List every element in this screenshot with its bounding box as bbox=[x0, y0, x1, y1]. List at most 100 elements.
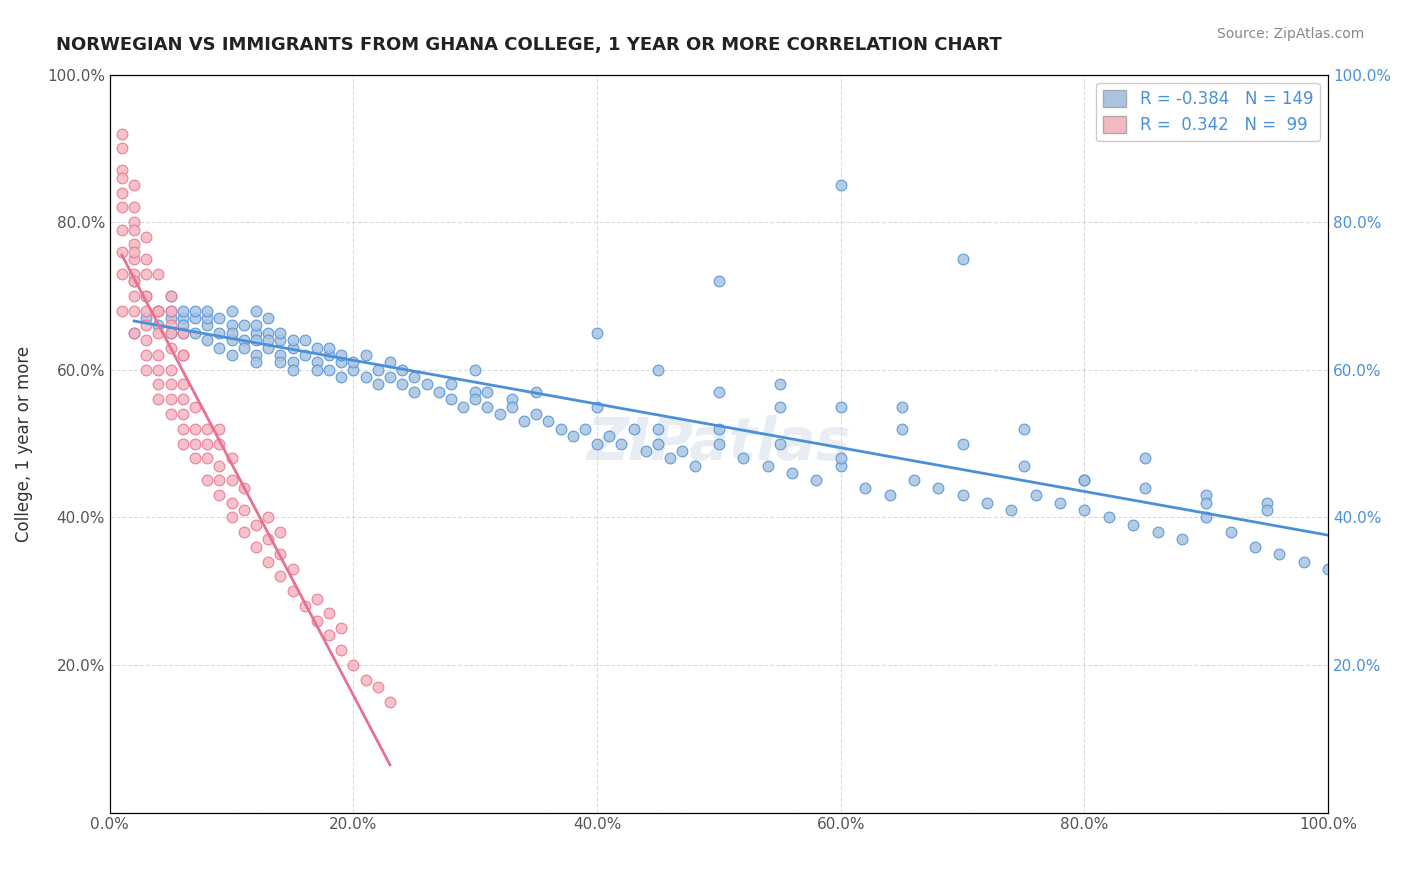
Point bbox=[148, 392, 170, 407]
Point bbox=[1012, 422, 1035, 436]
Y-axis label: College, 1 year or more: College, 1 year or more bbox=[15, 345, 32, 541]
Point bbox=[1135, 481, 1157, 495]
Point bbox=[208, 422, 231, 436]
Point bbox=[1098, 510, 1121, 524]
Point bbox=[1292, 555, 1315, 569]
Point bbox=[1244, 540, 1267, 554]
Point bbox=[269, 333, 291, 347]
Point bbox=[232, 525, 254, 540]
Point bbox=[148, 303, 170, 318]
Point bbox=[354, 673, 377, 687]
Point bbox=[1195, 488, 1218, 502]
Point bbox=[159, 303, 181, 318]
Point bbox=[1256, 495, 1278, 509]
Point bbox=[378, 370, 401, 384]
Point bbox=[598, 429, 620, 443]
Point bbox=[683, 458, 706, 473]
Point bbox=[305, 362, 328, 376]
Point bbox=[221, 348, 243, 362]
Point bbox=[903, 474, 925, 488]
Point bbox=[172, 392, 194, 407]
Point bbox=[586, 436, 609, 450]
Point bbox=[952, 436, 974, 450]
Point bbox=[135, 318, 157, 333]
Point bbox=[1073, 474, 1095, 488]
Point bbox=[122, 237, 145, 252]
Point bbox=[122, 215, 145, 229]
Point bbox=[159, 341, 181, 355]
Point bbox=[574, 422, 596, 436]
Point bbox=[281, 562, 304, 576]
Point bbox=[257, 510, 280, 524]
Point bbox=[148, 348, 170, 362]
Point bbox=[245, 318, 267, 333]
Point bbox=[501, 392, 523, 407]
Point bbox=[952, 252, 974, 266]
Point bbox=[111, 303, 134, 318]
Point bbox=[111, 141, 134, 155]
Point bbox=[135, 362, 157, 376]
Point bbox=[195, 451, 218, 466]
Point bbox=[659, 451, 682, 466]
Point bbox=[232, 333, 254, 347]
Point bbox=[281, 341, 304, 355]
Point bbox=[756, 458, 779, 473]
Point bbox=[257, 333, 280, 347]
Point bbox=[184, 311, 207, 326]
Point bbox=[135, 303, 157, 318]
Point bbox=[245, 303, 267, 318]
Point bbox=[378, 695, 401, 709]
Point bbox=[647, 362, 669, 376]
Point bbox=[148, 303, 170, 318]
Point bbox=[135, 230, 157, 244]
Point bbox=[172, 436, 194, 450]
Point bbox=[404, 370, 426, 384]
Point bbox=[122, 178, 145, 193]
Point bbox=[1025, 488, 1047, 502]
Point bbox=[195, 311, 218, 326]
Point bbox=[391, 362, 413, 376]
Point bbox=[148, 267, 170, 281]
Point bbox=[707, 436, 730, 450]
Point bbox=[172, 303, 194, 318]
Point bbox=[769, 400, 792, 414]
Text: Source: ZipAtlas.com: Source: ZipAtlas.com bbox=[1216, 27, 1364, 41]
Point bbox=[111, 127, 134, 141]
Point bbox=[330, 621, 353, 635]
Point bbox=[391, 377, 413, 392]
Point bbox=[769, 436, 792, 450]
Point bbox=[294, 348, 316, 362]
Point bbox=[830, 400, 852, 414]
Point bbox=[221, 326, 243, 340]
Point bbox=[148, 326, 170, 340]
Point bbox=[586, 326, 609, 340]
Point bbox=[245, 333, 267, 347]
Point bbox=[342, 355, 364, 369]
Point bbox=[623, 422, 645, 436]
Point bbox=[184, 400, 207, 414]
Point bbox=[952, 488, 974, 502]
Point bbox=[269, 348, 291, 362]
Point bbox=[281, 333, 304, 347]
Point bbox=[245, 348, 267, 362]
Point bbox=[733, 451, 755, 466]
Point bbox=[318, 607, 340, 621]
Point bbox=[122, 200, 145, 214]
Point bbox=[122, 274, 145, 288]
Point bbox=[221, 303, 243, 318]
Point bbox=[330, 643, 353, 657]
Point bbox=[159, 377, 181, 392]
Point bbox=[148, 318, 170, 333]
Point bbox=[269, 355, 291, 369]
Point bbox=[1195, 510, 1218, 524]
Point bbox=[1256, 503, 1278, 517]
Point bbox=[890, 400, 912, 414]
Point bbox=[148, 303, 170, 318]
Point bbox=[172, 311, 194, 326]
Point bbox=[853, 481, 876, 495]
Point bbox=[232, 318, 254, 333]
Point bbox=[367, 680, 389, 694]
Point bbox=[195, 474, 218, 488]
Point bbox=[318, 341, 340, 355]
Point bbox=[501, 400, 523, 414]
